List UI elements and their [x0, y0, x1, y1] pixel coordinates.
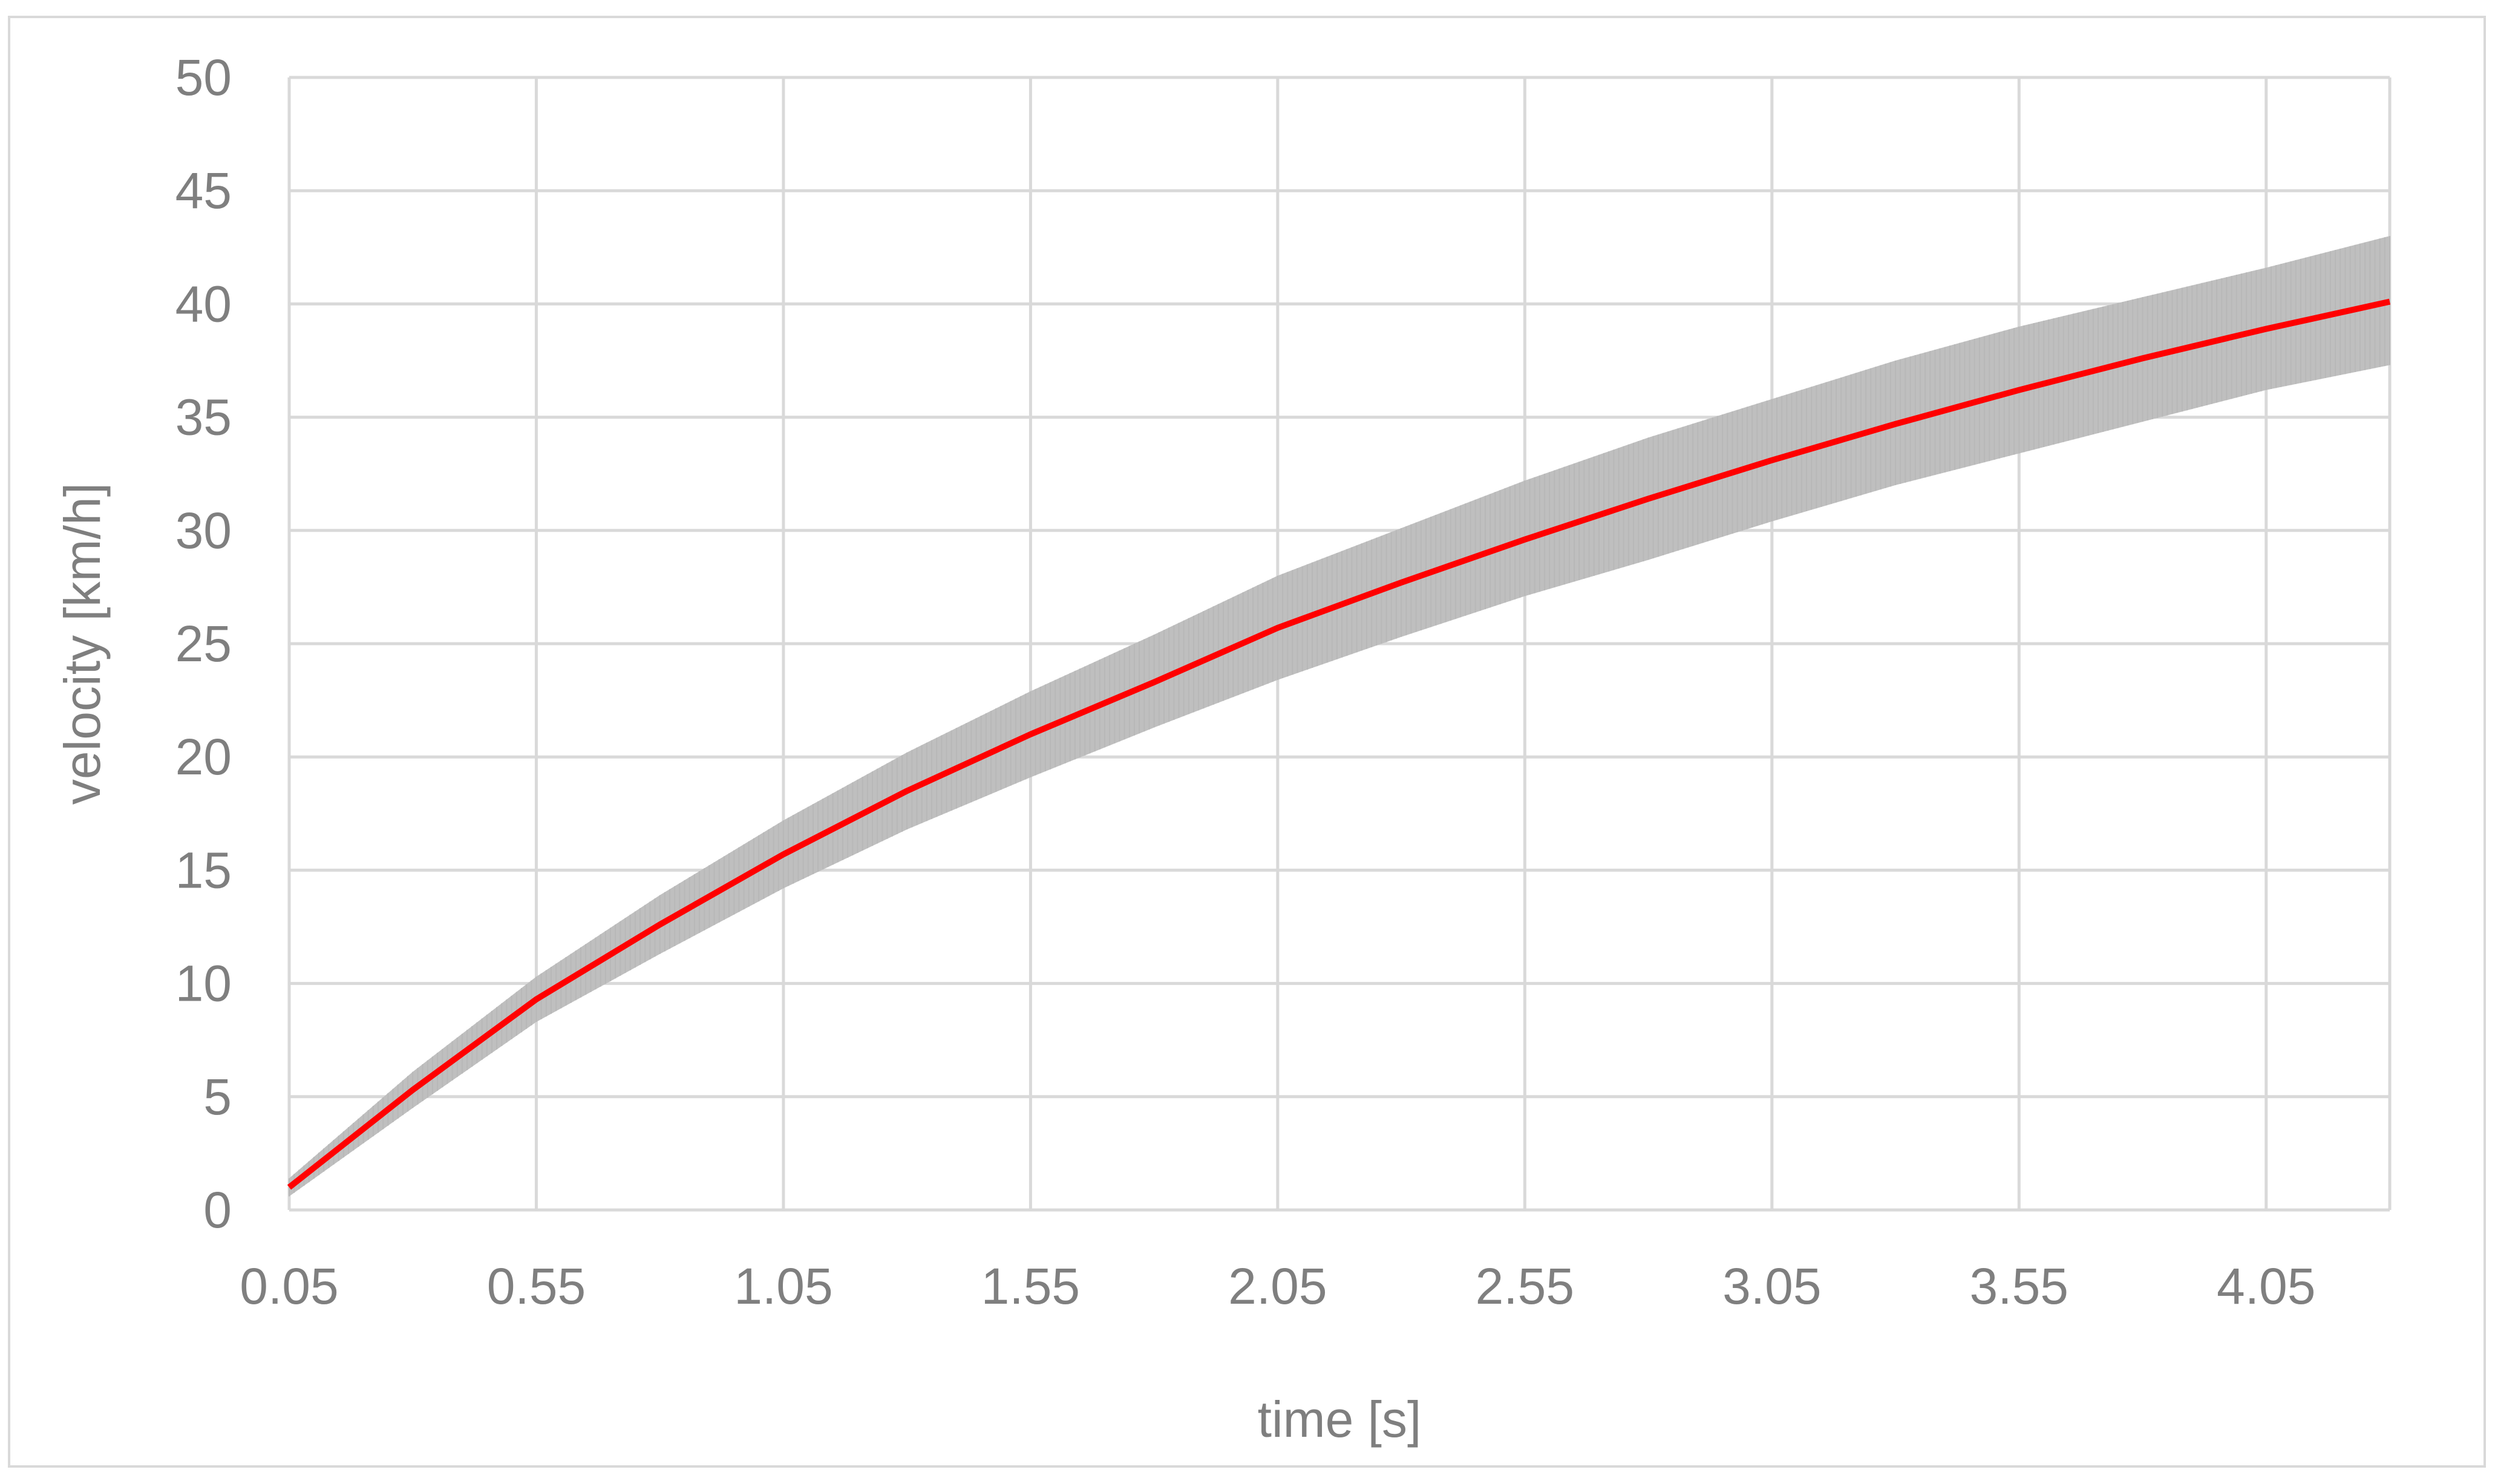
error-band: [289, 236, 2390, 1197]
y-tick-label: 30: [175, 502, 232, 559]
x-tick-label: 4.05: [2217, 1258, 2316, 1315]
mean-line: [287, 298, 2391, 1190]
x-tick-label: 2.05: [1228, 1258, 1327, 1315]
x-tick-label: 1.05: [734, 1258, 833, 1315]
y-tick-label: 35: [175, 389, 232, 446]
y-tick-label: 15: [175, 842, 232, 898]
y-tick-label: 50: [175, 49, 232, 106]
y-tick-label: 5: [203, 1068, 232, 1125]
x-tick-label: 3.55: [1970, 1258, 2069, 1315]
mean-series: [287, 298, 2391, 1190]
y-tick-label: 20: [175, 728, 232, 785]
tick-labels: 0 5 10 15 20 25 30 35 40 45 50 0.05 0.55 1.05 1.55 2.05…: [175, 49, 2316, 1315]
y-axis-title: velocity [km/h]: [54, 483, 111, 805]
y-tick-label: 40: [175, 275, 232, 332]
x-tick-label: 2.55: [1476, 1258, 1575, 1315]
y-tick-label: 10: [175, 955, 232, 1012]
error-band-area: [289, 236, 2390, 1197]
x-tick-label: 0.05: [240, 1258, 339, 1315]
x-tick-label: 3.05: [1722, 1258, 1822, 1315]
x-axis-title: time [s]: [1258, 1391, 1422, 1448]
chart-frame: [8, 16, 2486, 1468]
x-tick-label: 1.55: [981, 1258, 1081, 1315]
y-tick-label: 25: [175, 615, 232, 672]
y-tick-label: 45: [175, 162, 232, 219]
x-tick-label: 0.55: [487, 1258, 586, 1315]
y-tick-label: 0: [203, 1182, 232, 1238]
